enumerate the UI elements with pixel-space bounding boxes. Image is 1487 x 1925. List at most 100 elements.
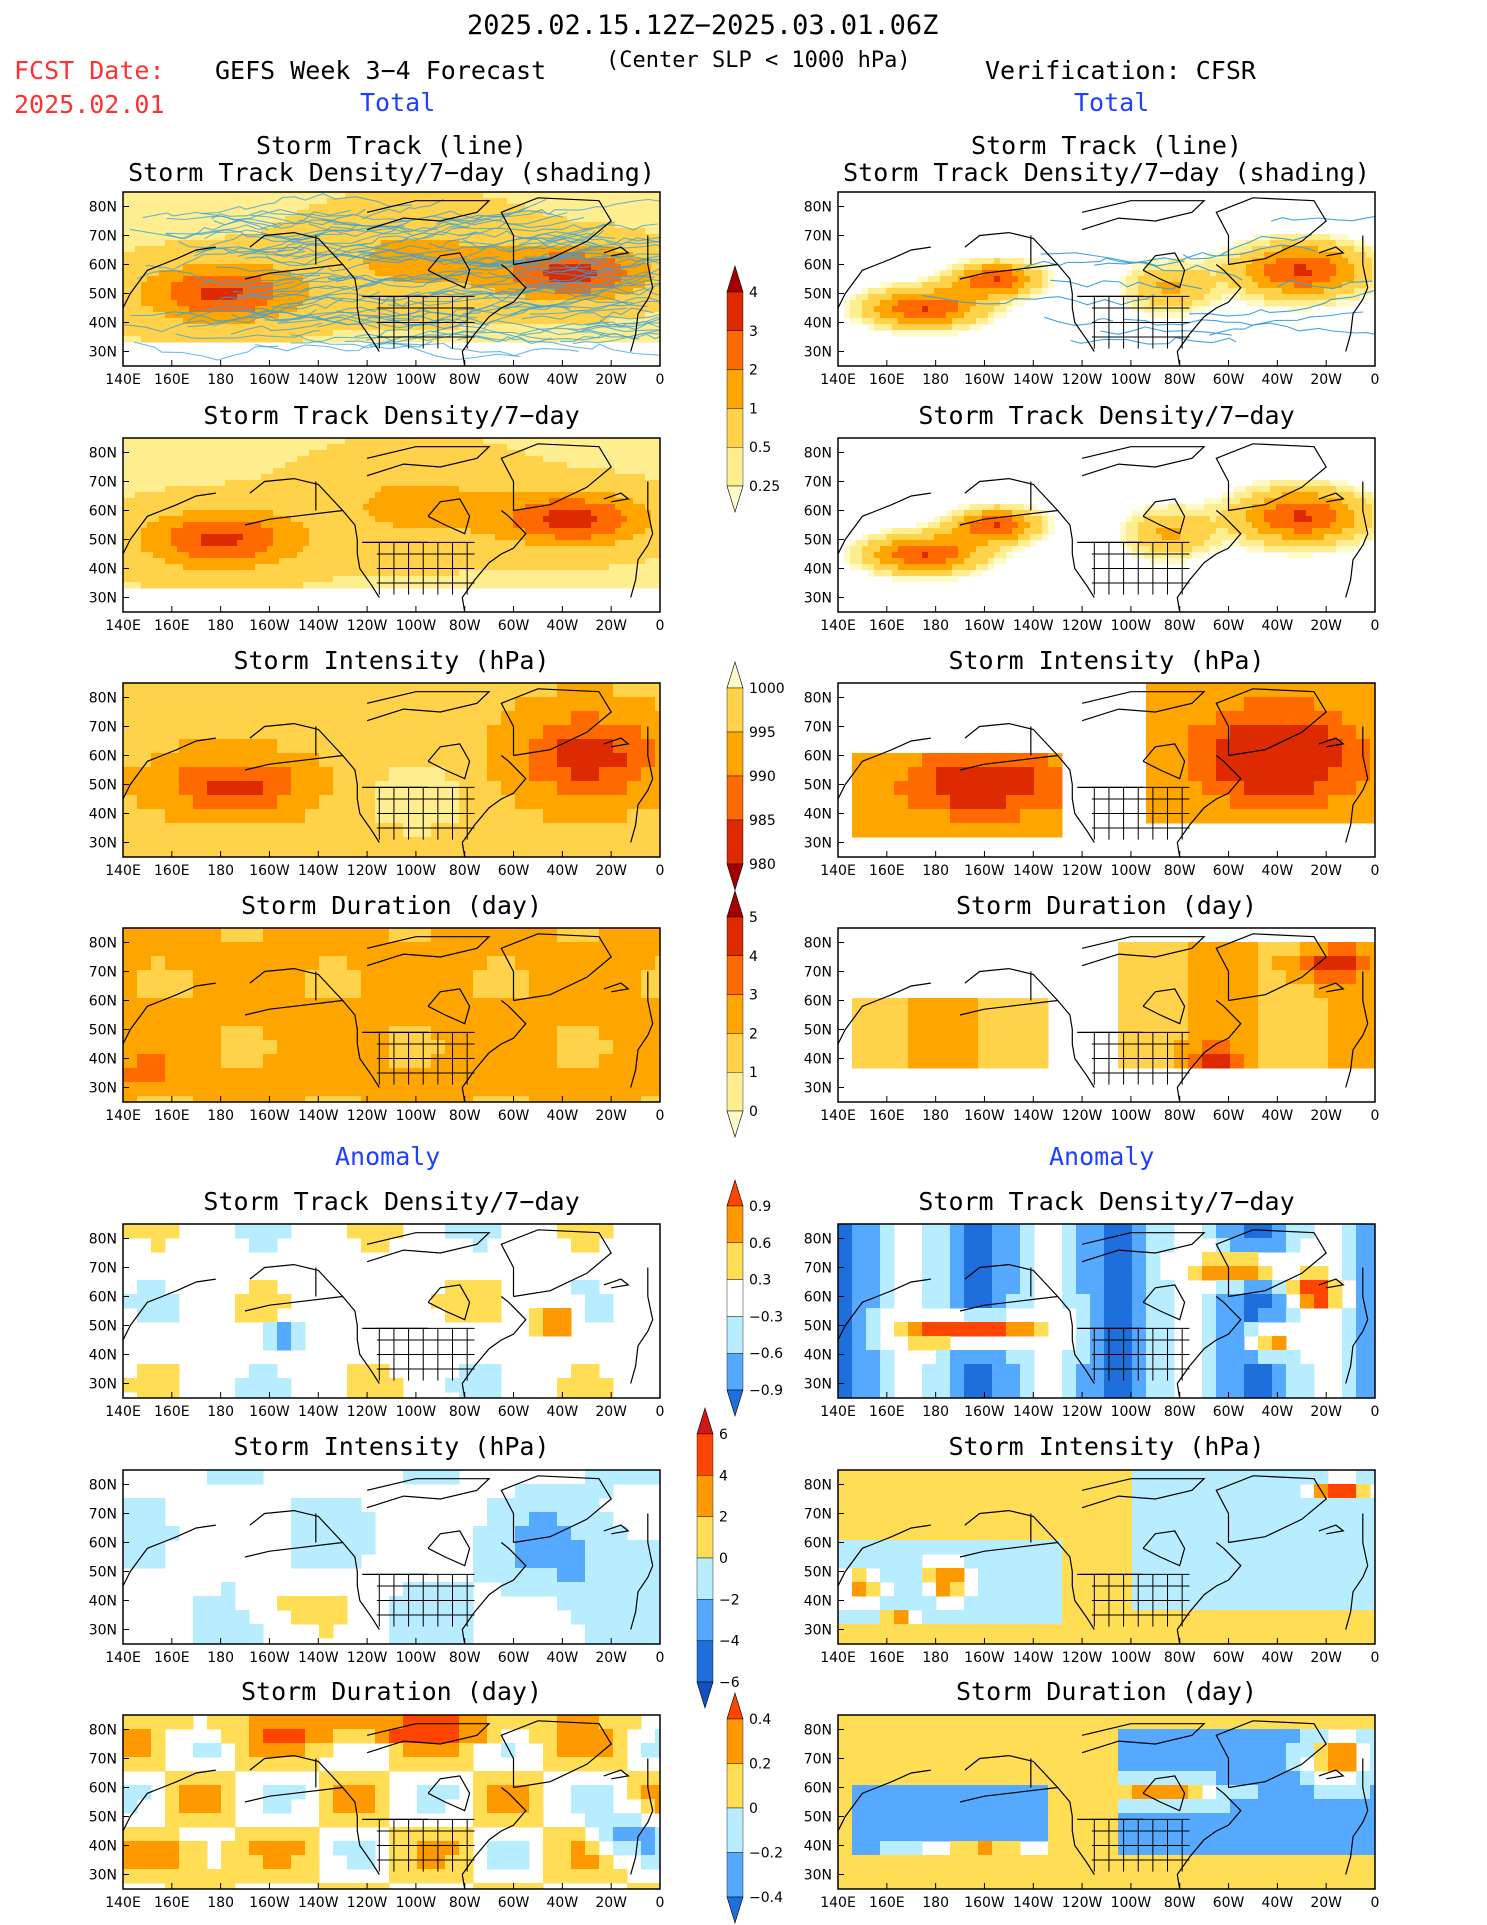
map-panel-total-intensity: 80N 70N 60N 50N 40N 30N 140E 160E 180 160W 140W 120… bbox=[89, 682, 664, 879]
lon-tick-label: 180 bbox=[922, 1404, 949, 1420]
storm-track-lines bbox=[921, 216, 1375, 345]
lon-tick-label: 140E bbox=[105, 863, 141, 879]
lat-tick-label: 70N bbox=[89, 720, 117, 736]
lat-tick-label: 70N bbox=[804, 229, 832, 245]
lat-tick-label: 60N bbox=[804, 258, 832, 274]
lon-tick-label: 20W bbox=[1310, 372, 1342, 388]
lon-tick-label: 180 bbox=[922, 1895, 949, 1911]
lat-tick-label: 80N bbox=[89, 1723, 117, 1739]
lon-tick-label: 160W bbox=[964, 1650, 1005, 1666]
colorbar-label: −0.3 bbox=[749, 1309, 783, 1325]
lon-tick-label: 160E bbox=[869, 1895, 905, 1911]
lat-tick-label: 40N bbox=[89, 1594, 117, 1610]
lat-tick-label: 60N bbox=[804, 749, 832, 765]
lat-tick-label: 40N bbox=[804, 1594, 832, 1610]
colorbar-cb-density: 4 3 2 1 0.5 0.25 bbox=[726, 264, 780, 514]
lat-tick-label: 30N bbox=[89, 1623, 117, 1639]
lon-tick-label: 100W bbox=[396, 1108, 437, 1124]
panel-title-total-track: Storm Track (line) Storm Track Density/7−… bbox=[128, 131, 655, 187]
lon-tick-label: 120W bbox=[1062, 1404, 1103, 1420]
colorbar-label: 4 bbox=[719, 1468, 728, 1484]
lon-tick-label: 0 bbox=[1371, 1650, 1380, 1666]
colorbar-label: −0.4 bbox=[749, 1890, 783, 1906]
panel-frame bbox=[837, 1714, 1376, 1890]
lat-tick-label: 80N bbox=[89, 1478, 117, 1494]
coastlines bbox=[838, 688, 1369, 857]
lon-tick-label: 80W bbox=[1164, 1895, 1196, 1911]
lon-tick-label: 60W bbox=[1213, 372, 1245, 388]
colorbar-label: 4 bbox=[749, 949, 758, 965]
lon-tick-label: 80W bbox=[449, 863, 481, 879]
lon-tick-label: 180 bbox=[207, 1895, 234, 1911]
map-panel-anom-duration: 80N 70N 60N 50N 40N 30N 140E 160E 180 160W 140W 120… bbox=[89, 1714, 665, 1911]
lat-tick-label: 40N bbox=[89, 1839, 117, 1855]
lon-tick-label: 80W bbox=[449, 1404, 481, 1420]
lat-tick-label: 70N bbox=[804, 1261, 832, 1277]
lon-tick-label: 160W bbox=[249, 1404, 290, 1420]
lat-tick-label: 70N bbox=[89, 229, 117, 245]
lon-tick-label: 160E bbox=[154, 1404, 190, 1420]
lon-tick-label: 40W bbox=[1262, 1404, 1294, 1420]
lat-tick-label: 50N bbox=[804, 1023, 832, 1039]
heatmap-cells bbox=[123, 192, 660, 343]
lon-tick-label: 120W bbox=[347, 1404, 388, 1420]
panel-frame bbox=[122, 437, 661, 613]
lat-tick-label: 50N bbox=[89, 287, 117, 303]
lat-tick-label: 50N bbox=[804, 287, 832, 303]
lon-tick-label: 0 bbox=[656, 1895, 665, 1911]
lat-tick-label: 40N bbox=[89, 807, 117, 823]
lon-tick-label: 80W bbox=[1164, 1404, 1196, 1420]
verification-title: Verification: CFSR bbox=[985, 56, 1256, 85]
panel-frame bbox=[122, 191, 661, 367]
coastlines bbox=[838, 443, 1369, 612]
lon-tick-label: 80W bbox=[449, 1650, 481, 1666]
lon-tick-label: 140W bbox=[1013, 618, 1054, 634]
lon-tick-label: 0 bbox=[1371, 1895, 1380, 1911]
coastlines bbox=[838, 1229, 1369, 1398]
map-panel-anom-intensity: 80N 70N 60N 50N 40N 30N 140E 160E 180 160W 140W 120… bbox=[89, 1469, 664, 1666]
coastlines bbox=[838, 933, 1369, 1102]
lon-tick-label: 60W bbox=[498, 1404, 530, 1420]
lat-tick-label: 60N bbox=[804, 504, 832, 520]
lon-tick-label: 140W bbox=[1013, 863, 1054, 879]
lat-tick-label: 60N bbox=[89, 1536, 117, 1552]
panel-title-anom-density: Storm Track Density/7−day bbox=[203, 1187, 580, 1216]
lat-tick-label: 80N bbox=[804, 446, 832, 462]
lon-tick-label: 60W bbox=[498, 372, 530, 388]
lon-tick-label: 120W bbox=[347, 1108, 388, 1124]
lon-tick-label: 140W bbox=[298, 618, 339, 634]
lon-tick-label: 20W bbox=[595, 863, 627, 879]
lat-tick-label: 80N bbox=[804, 1478, 832, 1494]
lat-tick-label: 60N bbox=[89, 994, 117, 1010]
lon-tick-label: 20W bbox=[595, 372, 627, 388]
lon-tick-label: 160W bbox=[964, 372, 1005, 388]
lat-tick-label: 60N bbox=[89, 258, 117, 274]
lon-tick-label: 40W bbox=[547, 863, 579, 879]
heatmap-cells bbox=[123, 1224, 614, 1398]
map-panel-total-density: 80N 70N 60N 50N 40N 30N 140E 160E 180 160W 140W 120… bbox=[89, 437, 664, 634]
lon-tick-label: 60W bbox=[1213, 1895, 1245, 1911]
lon-tick-label: 80W bbox=[1164, 1650, 1196, 1666]
lon-tick-label: 120W bbox=[1062, 1650, 1103, 1666]
map-panel-anom-density: 80N 70N 60N 50N 40N 30N 140E 160E 180 160W 140W 120… bbox=[89, 1223, 664, 1420]
lon-tick-label: 140E bbox=[820, 1895, 856, 1911]
lat-tick-label: 40N bbox=[804, 562, 832, 578]
lon-tick-label: 100W bbox=[1111, 618, 1152, 634]
lon-tick-label: 60W bbox=[1213, 618, 1245, 634]
lat-tick-label: 60N bbox=[804, 994, 832, 1010]
colorbar-label: −0.9 bbox=[749, 1383, 783, 1399]
lon-tick-label: 140E bbox=[105, 1404, 141, 1420]
lon-tick-label: 80W bbox=[1164, 1108, 1196, 1124]
lon-tick-label: 140E bbox=[820, 372, 856, 388]
lon-tick-label: 140W bbox=[298, 1108, 339, 1124]
lon-tick-label: 140W bbox=[1013, 1650, 1054, 1666]
panel-title-total-density: Storm Track Density/7−day bbox=[203, 401, 580, 430]
lat-tick-label: 60N bbox=[804, 1536, 832, 1552]
lon-tick-label: 180 bbox=[207, 863, 234, 879]
lat-tick-label: 70N bbox=[804, 1507, 832, 1523]
lat-tick-label: 60N bbox=[89, 1781, 117, 1797]
lon-tick-label: 20W bbox=[595, 1895, 627, 1911]
gefs-title: GEFS Week 3−4 Forecast bbox=[215, 56, 547, 85]
colorbar-label: 1 bbox=[749, 401, 758, 417]
lon-tick-label: 180 bbox=[207, 372, 234, 388]
